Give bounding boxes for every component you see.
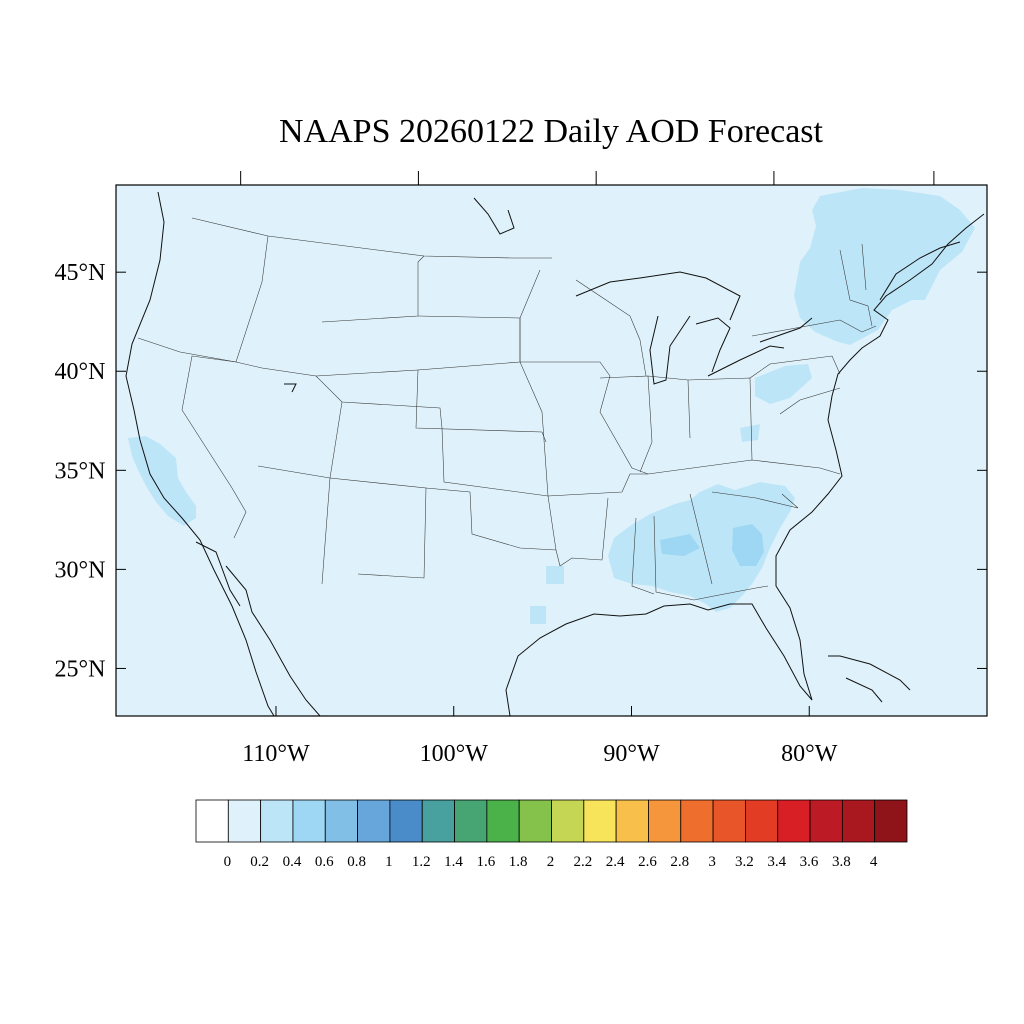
latitude-axis: 25°N 30°N 35°N 40°N 45°N bbox=[55, 260, 987, 682]
lon-label: 80°W bbox=[781, 741, 838, 767]
colorbar-label: 2 bbox=[547, 854, 555, 870]
lat-label: 40°N bbox=[55, 359, 106, 385]
colorbar-swatch bbox=[518, 799, 552, 843]
colorbar-label: 3.6 bbox=[800, 854, 819, 870]
aod-plume-southeast bbox=[530, 482, 795, 624]
colorbar-swatch bbox=[809, 799, 843, 843]
aod-plume-northeast bbox=[740, 188, 975, 442]
colorbar-swatch bbox=[841, 799, 876, 843]
colorbar-label: 2.8 bbox=[670, 854, 689, 870]
lat-label: 35°N bbox=[55, 458, 106, 484]
colorbar-label: 0.8 bbox=[347, 854, 366, 870]
colorbar: 0 0.2 0.4 0.6 0.8 1 1.2 1.4 1.6 1.8 2 2.2 2.4 2.6 2.8 3… bbox=[195, 799, 908, 870]
colorbar-swatch bbox=[389, 799, 423, 843]
longitude-axis: 110°W 100°W 90°W 80°W bbox=[240, 171, 935, 767]
colorbar-swatch bbox=[874, 799, 908, 843]
state-borders bbox=[137, 217, 877, 601]
colorbar-swatch bbox=[195, 799, 229, 843]
colorbar-swatch bbox=[357, 799, 391, 843]
lat-label: 25°N bbox=[55, 656, 106, 682]
colorbar-swatch bbox=[292, 799, 326, 843]
colorbar-label: 0.4 bbox=[283, 854, 302, 870]
lon-label: 100°W bbox=[420, 741, 489, 767]
colorbar-label: 2.4 bbox=[606, 854, 625, 870]
colorbar-label: 4 bbox=[870, 854, 878, 870]
colorbar-label: 1.8 bbox=[509, 854, 528, 870]
colorbar-label: 0.6 bbox=[315, 854, 334, 870]
colorbar-swatch bbox=[680, 799, 714, 843]
colorbar-swatch bbox=[745, 799, 779, 843]
colorbar-label: 1.4 bbox=[444, 854, 463, 870]
colorbar-label: 1 bbox=[385, 854, 393, 870]
colorbar-label: 2.2 bbox=[573, 854, 592, 870]
lat-label: 30°N bbox=[55, 557, 106, 583]
colorbar-swatch bbox=[260, 799, 294, 843]
colorbar-swatch bbox=[227, 799, 262, 843]
colorbar-swatch bbox=[486, 799, 520, 843]
colorbar-swatch bbox=[551, 799, 585, 843]
lat-label: 45°N bbox=[55, 260, 106, 286]
colorbar-label: 0.2 bbox=[250, 854, 269, 870]
colorbar-swatch bbox=[421, 799, 455, 843]
colorbar-label: 3.4 bbox=[767, 854, 786, 870]
colorbar-label: 3 bbox=[708, 854, 716, 870]
colorbar-label: 0 bbox=[224, 854, 232, 870]
colorbar-swatch bbox=[712, 799, 746, 843]
coastlines bbox=[125, 191, 985, 716]
colorbar-swatch bbox=[583, 799, 617, 843]
colorbar-swatch bbox=[648, 799, 682, 843]
colorbar-label: 3.2 bbox=[735, 854, 754, 870]
colorbar-swatch bbox=[615, 799, 649, 843]
colorbar-label: 1.2 bbox=[412, 854, 431, 870]
map-frame bbox=[115, 184, 988, 717]
aod-plume-south-carolina bbox=[660, 524, 764, 566]
colorbar-label: 1.6 bbox=[476, 854, 495, 870]
lon-label: 90°W bbox=[603, 741, 660, 767]
lon-label: 110°W bbox=[242, 741, 310, 767]
colorbar-swatch bbox=[324, 799, 358, 843]
colorbar-label: 2.6 bbox=[638, 854, 657, 870]
colorbar-swatch bbox=[454, 799, 488, 843]
colorbar-label: 3.8 bbox=[832, 854, 851, 870]
map-title: NAAPS 20260122 Daily AOD Forecast bbox=[279, 113, 824, 150]
colorbar-swatch bbox=[777, 799, 811, 843]
